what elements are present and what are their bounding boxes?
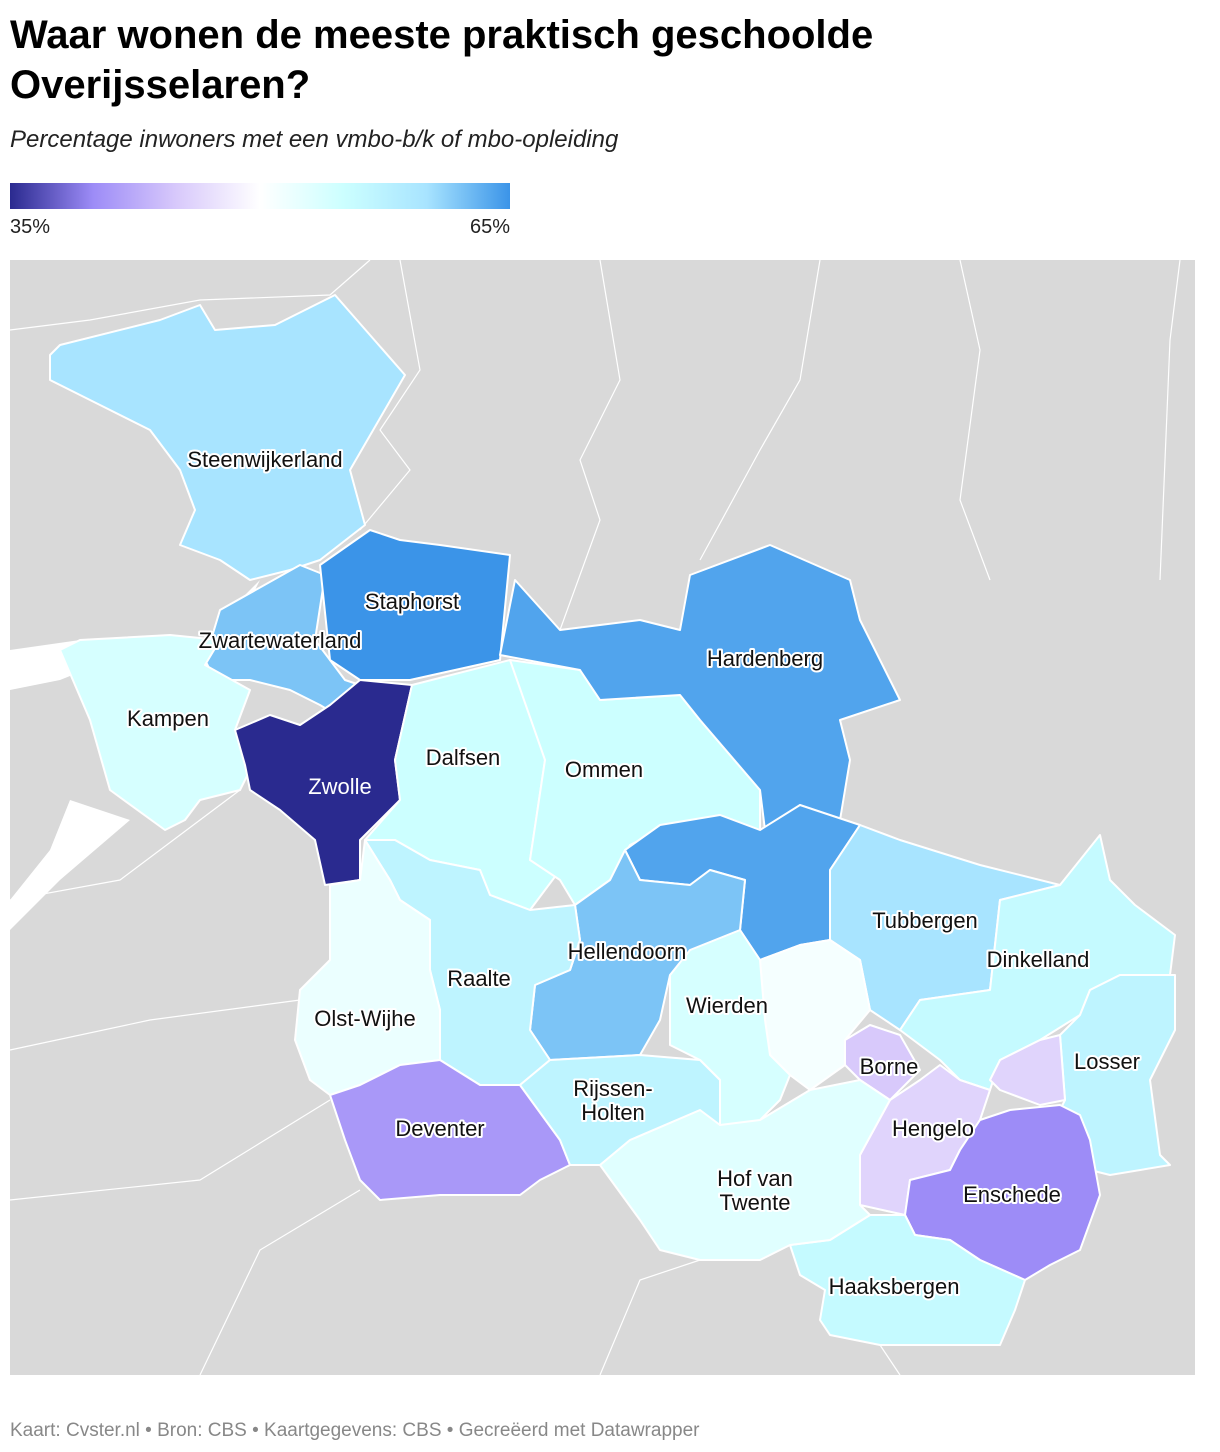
region-label: Hengelo xyxy=(892,1116,974,1141)
region-label: Holten xyxy=(581,1100,645,1125)
legend-bar xyxy=(10,183,510,209)
region-label: Twente xyxy=(720,1190,791,1215)
region-label: Olst-Wijhe xyxy=(314,1006,415,1031)
region xyxy=(499,544,901,841)
region-label: Haaksbergen xyxy=(829,1274,960,1299)
region xyxy=(844,1024,921,1101)
region-label: Hof van xyxy=(717,1166,793,1191)
region xyxy=(234,679,413,886)
region-label: Deventer xyxy=(395,1116,484,1141)
region-label: Ommen xyxy=(565,757,643,782)
region-label: Staphorst xyxy=(365,589,459,614)
title: Overijsselaren? xyxy=(10,63,310,107)
footer: Kaart: Cvster.nl • Bron: CBS • Kaartgege… xyxy=(10,1420,700,1441)
title: Waar wonen de meeste praktisch geschoold… xyxy=(10,13,873,57)
subtitle: Percentage inwoners met een vmbo-b/k of … xyxy=(10,126,619,153)
region xyxy=(319,529,511,681)
region-label: Losser xyxy=(1074,1049,1140,1074)
region-label: Hardenberg xyxy=(707,646,823,671)
legend-max: 65% xyxy=(470,216,510,238)
region xyxy=(989,1034,1066,1106)
region xyxy=(904,1104,1101,1281)
region-label: Rijssen- xyxy=(573,1076,652,1101)
region-label: Tubbergen xyxy=(872,908,978,933)
region-label: Dinkelland xyxy=(987,947,1090,972)
region xyxy=(789,1214,1026,1346)
region-label: Dalfsen xyxy=(426,745,501,770)
region-label: Zwolle xyxy=(308,774,372,799)
region-label: Raalte xyxy=(447,966,511,991)
region-label: Enschede xyxy=(963,1182,1061,1207)
region xyxy=(49,294,406,581)
region-label: Wierden xyxy=(686,993,768,1018)
region-label: Kampen xyxy=(127,706,209,731)
legend-min: 35% xyxy=(10,216,50,238)
region-label: Zwartewaterland xyxy=(199,628,362,653)
borders xyxy=(9,259,1181,1376)
region-label: Borne xyxy=(860,1054,919,1079)
region xyxy=(519,1054,721,1166)
region-label: Hellendoorn xyxy=(568,939,687,964)
region-label: Steenwijkerland xyxy=(187,447,342,472)
